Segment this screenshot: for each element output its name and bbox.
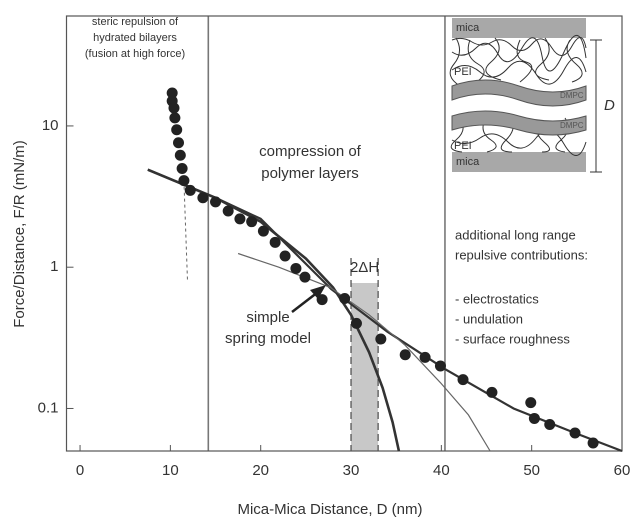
x-tick-label: 10 — [162, 462, 179, 479]
data-point — [269, 236, 281, 248]
inset: mica mica PEI PEI DMPC DMPC D — [449, 18, 615, 173]
data-point — [525, 397, 537, 409]
data-point — [419, 351, 431, 363]
y-tick-label: 10 — [42, 117, 59, 134]
data-point — [544, 419, 556, 431]
annotation: spring model — [225, 330, 311, 347]
distance-label: D — [604, 97, 615, 114]
data-point — [210, 196, 222, 208]
data-point — [528, 412, 540, 424]
arrow — [291, 291, 319, 313]
data-point — [246, 216, 258, 228]
data-point — [178, 175, 190, 187]
x-axis-label: Mica-Mica Distance, D (nm) — [237, 501, 422, 518]
data-point — [173, 137, 185, 149]
data-point — [257, 225, 269, 237]
y-tick-label: 1 — [50, 258, 58, 275]
mica-label: mica — [456, 22, 480, 34]
annotation: - electrostatics — [455, 291, 539, 306]
data-point — [174, 149, 186, 161]
annotation: additional long range — [455, 227, 576, 242]
x-tick-label: 60 — [614, 462, 631, 479]
data-point — [434, 360, 446, 372]
annotation: - undulation — [455, 311, 523, 326]
pei-label: PEI — [454, 140, 472, 152]
plot-frame — [65, 15, 623, 452]
data-point — [166, 87, 178, 99]
annotation: simple — [246, 309, 289, 326]
y-tick-label: 0.1 — [38, 399, 59, 416]
annotation: compression of — [259, 143, 362, 160]
x-tick-label: 20 — [252, 462, 269, 479]
model-curve — [147, 168, 623, 453]
mica-label: mica — [456, 156, 480, 168]
annotation: (fusion at high force) — [85, 48, 185, 60]
model-curve — [237, 252, 491, 452]
y-axis-label: Force/Distance, F/R (mN/m) — [11, 140, 28, 328]
bilayer-bottom — [451, 110, 587, 136]
data-point — [222, 205, 234, 217]
dmpc-label: DMPC — [560, 121, 584, 130]
data-point — [234, 213, 246, 225]
mica-top — [452, 18, 586, 38]
annotation: - surface roughness — [455, 331, 570, 346]
data-point — [299, 271, 311, 283]
x-tick-label: 50 — [523, 462, 540, 479]
pei-label: PEI — [454, 66, 472, 78]
x-tick-label: 30 — [343, 462, 360, 479]
data-point — [486, 386, 498, 398]
annotation: polymer layers — [261, 165, 359, 182]
x-tick-label: 40 — [433, 462, 450, 479]
annotation: hydrated bilayers — [93, 32, 177, 44]
data-point — [587, 437, 599, 449]
polymer-chains — [449, 35, 587, 156]
x-tick-label: 0 — [76, 462, 84, 479]
data-point — [197, 192, 209, 204]
bilayer-top — [451, 79, 587, 107]
data-point — [171, 124, 183, 136]
data-point — [350, 317, 362, 329]
plot-layer: 2ΔH 0 10 20 30 40 50 60 0.1 1 10 steric repulsion o… — [38, 15, 631, 479]
data-point — [569, 427, 581, 439]
data-point — [375, 333, 387, 345]
data-point — [279, 250, 291, 262]
data-point — [184, 184, 196, 196]
band-label: 2ΔH — [350, 259, 379, 276]
arrow-head — [310, 285, 326, 299]
data-point — [399, 349, 411, 361]
data-point — [168, 102, 180, 114]
mica-bottom — [452, 152, 586, 172]
annotation: repulsive contributions: — [455, 247, 588, 262]
data-point — [339, 293, 351, 305]
dmpc-label: DMPC — [560, 91, 584, 100]
data-point — [316, 294, 328, 306]
data-point — [169, 112, 181, 124]
data-point — [457, 374, 469, 386]
model-curve — [183, 180, 188, 281]
annotation: steric repulsion of — [92, 16, 179, 28]
data-point — [290, 262, 302, 274]
data-point — [176, 162, 188, 174]
